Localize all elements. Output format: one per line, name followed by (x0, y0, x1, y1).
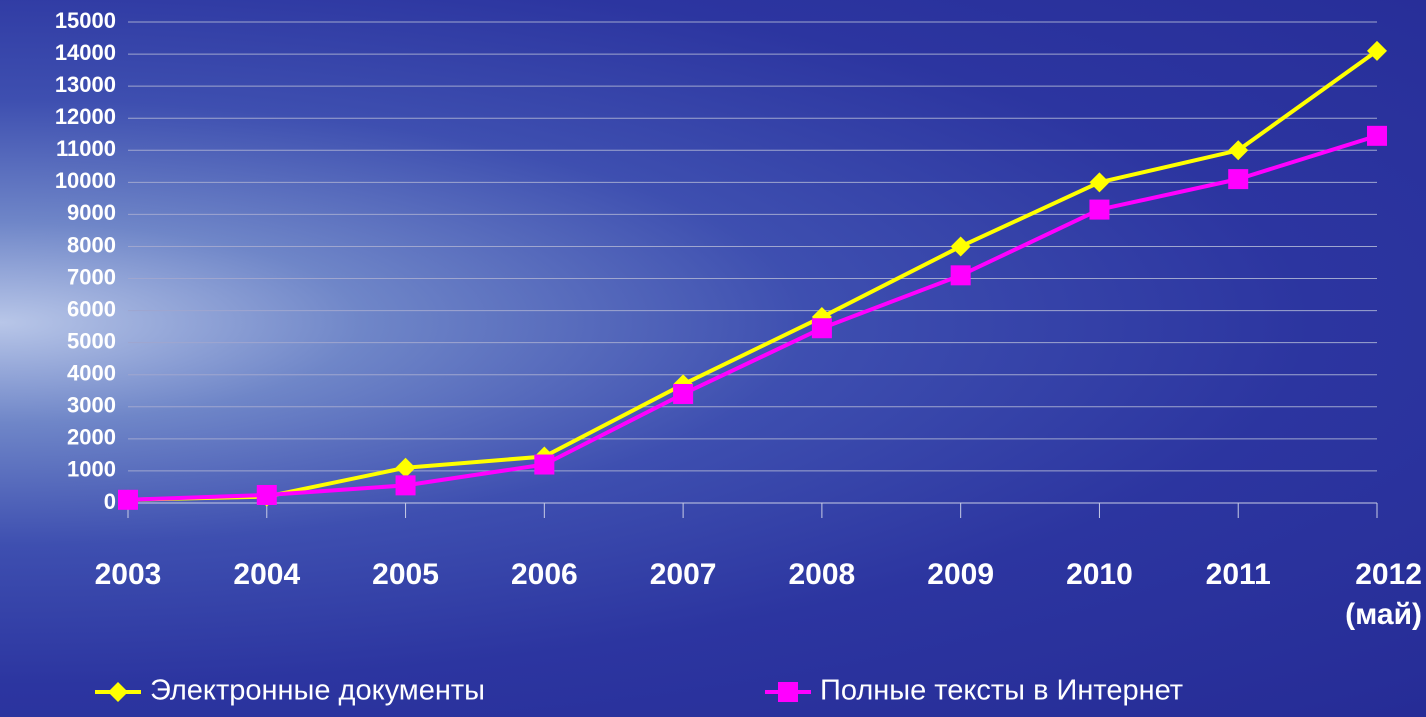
x-tick-label: 2007 (649, 558, 717, 591)
marker (950, 236, 971, 257)
marker (1089, 172, 1110, 193)
y-tick-label: 8000 (67, 232, 116, 257)
x-tick-label: 2008 (788, 558, 856, 591)
series-line (127, 49, 1379, 502)
legend-label: Электронные документы (150, 675, 485, 707)
y-tick-label: 14000 (55, 40, 116, 65)
y-tick-label: 5000 (67, 328, 116, 353)
y-tick-label: 3000 (67, 393, 116, 418)
marker (811, 318, 832, 339)
legend-marker (778, 682, 798, 702)
marker (1089, 199, 1110, 220)
y-tick-label: 0 (104, 489, 116, 514)
marker (395, 475, 416, 496)
x-tick-label: 2006 (510, 558, 578, 591)
marker (534, 454, 555, 475)
y-tick-label: 6000 (67, 296, 116, 321)
marker (1228, 140, 1249, 161)
marker (118, 489, 138, 510)
y-tick-label: 10000 (55, 168, 116, 193)
y-tick-label: 2000 (67, 425, 116, 450)
marker (1367, 40, 1387, 61)
y-tick-label: 13000 (55, 72, 116, 97)
x-tick-label: 2009 (927, 558, 995, 591)
legend-marker (108, 682, 128, 702)
marker (673, 383, 694, 404)
x-tick-label: 2010 (1066, 558, 1133, 591)
series-line (127, 133, 1378, 502)
marker (256, 484, 277, 505)
marker (950, 265, 971, 286)
y-tick-label: 4000 (67, 361, 116, 386)
x-tick-label: 2011 (1205, 558, 1271, 591)
marker (1228, 169, 1249, 190)
y-tick-label: 1000 (67, 457, 116, 482)
y-tick-label: 9000 (67, 200, 116, 225)
marker (395, 457, 416, 478)
x-tick-label: 2012 (май) (1345, 558, 1422, 631)
y-tick-label: 12000 (55, 104, 116, 129)
x-tick-label: 2003 (94, 558, 162, 591)
marker (1367, 125, 1387, 146)
legend-label: Полные тексты в Интернет (820, 675, 1183, 707)
y-tick-label: 7000 (67, 264, 116, 289)
y-tick-label: 11000 (56, 136, 116, 161)
y-tick-label: 15000 (55, 8, 116, 33)
x-tick-label: 2005 (372, 558, 439, 591)
x-tick-label: 2004 (233, 558, 301, 591)
